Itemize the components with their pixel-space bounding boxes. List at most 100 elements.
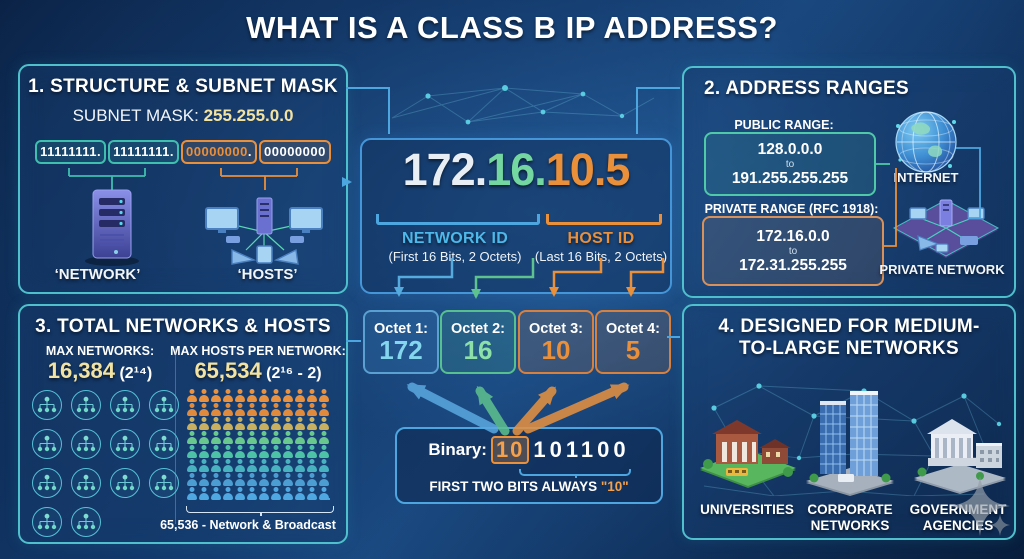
host-id-bracket bbox=[546, 214, 662, 225]
binary-remaining-bits: 101100 bbox=[533, 437, 630, 462]
person-icon bbox=[307, 417, 317, 430]
network-label: ‘NETWORK’ bbox=[54, 266, 141, 283]
person-icon bbox=[307, 431, 317, 444]
person-icon bbox=[235, 417, 245, 430]
hosts-grid-brace bbox=[186, 506, 334, 516]
hosts-icons-row bbox=[186, 458, 336, 472]
person-icon bbox=[319, 403, 329, 416]
octet-1-box: Octet 1: 172 bbox=[363, 310, 439, 374]
person-icon bbox=[211, 431, 221, 444]
corporate-towers-icon bbox=[806, 391, 894, 496]
corporate-networks-label: CORPORATE NETWORKS bbox=[807, 502, 893, 533]
person-icon bbox=[247, 487, 257, 500]
person-icon bbox=[295, 487, 305, 500]
person-icon bbox=[283, 403, 293, 416]
person-icon bbox=[235, 403, 245, 416]
subnet-mask-label: SUBNET MASK: bbox=[72, 106, 199, 125]
network-tree-icon bbox=[71, 507, 101, 537]
binary-line: Binary: 10 101100 bbox=[397, 436, 661, 464]
octet-4-value: 5 bbox=[625, 335, 641, 365]
host-id-block: HOST ID (Last 16 Bits, 2 Octets) bbox=[535, 230, 667, 264]
hosts-icons-row bbox=[186, 430, 336, 444]
person-icon bbox=[259, 487, 269, 500]
public-range-to: 191.255.255.255 bbox=[731, 169, 849, 187]
max-networks-value: 16,384 bbox=[47, 358, 116, 383]
person-icon bbox=[247, 403, 257, 416]
person-icon bbox=[271, 417, 281, 430]
binary-bracket-lines bbox=[68, 168, 298, 190]
person-icon bbox=[223, 431, 233, 444]
person-icon bbox=[199, 445, 209, 458]
private-network-label: PRIVATE NETWORK bbox=[879, 262, 1005, 277]
network-tree-icon bbox=[32, 507, 62, 537]
person-icon bbox=[307, 445, 317, 458]
binary-octet-3: 00000000. bbox=[181, 140, 257, 164]
private-range-box: 172.16.0.0 to 172.31.255.255 bbox=[702, 216, 884, 286]
university-building-icon bbox=[700, 420, 796, 488]
network-tree-icon bbox=[149, 468, 179, 498]
max-hosts-value: 65,534 bbox=[194, 358, 262, 383]
person-icon bbox=[211, 473, 221, 486]
panel-medium-large-networks: 4. DESIGNED FOR MEDIUM- TO-LARGE NETWORK… bbox=[682, 304, 1016, 540]
subnet-binary-row: 11111111. 11111111. 00000000. 00000000 bbox=[20, 140, 346, 164]
binary-label: Binary: bbox=[428, 440, 487, 459]
max-networks-formula: (2¹⁴) bbox=[115, 365, 153, 382]
person-icon bbox=[283, 431, 293, 444]
panel3-header: 3. TOTAL NETWORKS & HOSTS bbox=[35, 316, 331, 337]
network-icons-grid bbox=[32, 390, 182, 546]
hosts-icons-row bbox=[186, 486, 336, 500]
person-icon bbox=[307, 389, 317, 402]
person-icon bbox=[283, 445, 293, 458]
binary-explanation-box: Binary: 10 101100 FIRST TWO BITS ALWAYS … bbox=[395, 427, 663, 504]
binary-to-octet-fan-arrows bbox=[406, 382, 630, 436]
person-icon bbox=[187, 431, 197, 444]
person-icon bbox=[247, 459, 257, 472]
network-icons-row bbox=[32, 429, 182, 459]
person-icon bbox=[187, 487, 197, 500]
network-broadcast-footnote: 65,536 - Network & Broadcast bbox=[160, 518, 336, 532]
internet-label: INTERNET bbox=[893, 170, 959, 185]
person-icon bbox=[247, 417, 257, 430]
person-icon bbox=[223, 459, 233, 472]
network-icons-row bbox=[32, 390, 182, 420]
panel-total-networks-hosts: 3. TOTAL NETWORKS & HOSTS MAX NETWORKS: … bbox=[18, 304, 348, 544]
max-hosts-label: MAX HOSTS PER NETWORK: bbox=[170, 344, 346, 358]
public-range-box: 128.0.0.0 to 191.255.255.255 bbox=[704, 132, 876, 196]
network-id-block: NETWORK ID (First 16 Bits, 2 Octets) bbox=[389, 230, 522, 264]
hosts-icons-row bbox=[186, 472, 336, 486]
octet-3-value: 10 bbox=[541, 335, 571, 365]
person-icon bbox=[199, 473, 209, 486]
hosts-network-icon bbox=[205, 197, 323, 265]
panel4-header-line1: 4. DESIGNED FOR MEDIUM- bbox=[718, 316, 980, 337]
person-icon bbox=[199, 417, 209, 430]
ip-octet4-text: 5 bbox=[605, 144, 630, 195]
person-icon bbox=[319, 487, 329, 500]
person-icon bbox=[271, 431, 281, 444]
octet-3-label: Octet 3: bbox=[529, 321, 583, 337]
person-icon bbox=[235, 487, 245, 500]
person-icon bbox=[247, 431, 257, 444]
page-title: WHAT IS A CLASS B IP ADDRESS? bbox=[246, 10, 778, 45]
person-icon bbox=[211, 459, 221, 472]
person-icon bbox=[211, 445, 221, 458]
network-tree-icon bbox=[71, 390, 101, 420]
internet-globe-icon bbox=[895, 111, 957, 173]
person-icon bbox=[271, 389, 281, 402]
sparkle-watermark-icon bbox=[950, 476, 1010, 536]
person-icon bbox=[187, 473, 197, 486]
network-tree-icon bbox=[71, 468, 101, 498]
person-icon bbox=[247, 389, 257, 402]
panel2-connectors bbox=[874, 147, 981, 247]
person-icon bbox=[283, 389, 293, 402]
person-icon bbox=[319, 431, 329, 444]
hosts-icons-grid bbox=[186, 388, 336, 500]
octet-3-box: Octet 3: 10 bbox=[518, 310, 594, 374]
person-icon bbox=[211, 417, 221, 430]
person-icon bbox=[187, 389, 197, 402]
network-icons-row bbox=[32, 468, 182, 498]
person-icon bbox=[223, 473, 233, 486]
hosts-icons-row bbox=[186, 416, 336, 430]
hosts-icons-row bbox=[186, 402, 336, 416]
network-tree-icon bbox=[110, 468, 140, 498]
